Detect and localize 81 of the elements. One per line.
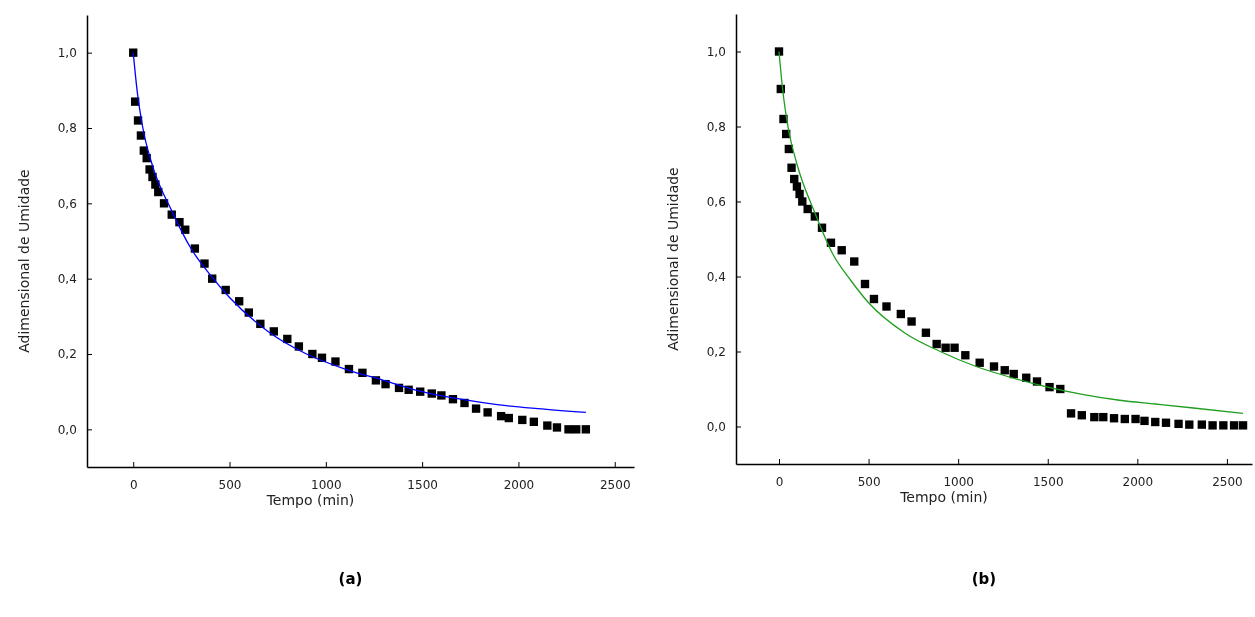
point — [1131, 414, 1140, 424]
point — [792, 182, 802, 191]
x-tick-label: 2000 — [1122, 475, 1154, 490]
point — [504, 413, 513, 423]
point — [543, 421, 552, 430]
y-tick-label: 0,6 — [706, 194, 726, 209]
point — [331, 357, 340, 366]
y-tick-label: 0,6 — [57, 196, 77, 211]
y-tick-label: 0,4 — [57, 272, 77, 287]
x-tick-label: 1000 — [943, 475, 974, 490]
y-tick-label: 0,2 — [706, 344, 726, 359]
point — [1174, 419, 1183, 429]
point — [564, 425, 573, 434]
y-tick-label: 0,2 — [57, 347, 77, 362]
point — [1238, 421, 1248, 430]
y-tick-label: 0,0 — [706, 419, 726, 434]
y-axis-title: Adimensional de Umidade — [16, 169, 32, 353]
point — [860, 279, 870, 289]
point — [1109, 414, 1119, 423]
point — [471, 404, 481, 413]
point — [941, 343, 950, 352]
point — [896, 309, 906, 319]
x-tick-label: 0 — [775, 475, 784, 490]
x-axis-title: Tempo (min) — [265, 492, 355, 508]
x-tick-label: 0 — [129, 478, 138, 493]
point — [129, 48, 138, 57]
point — [1000, 366, 1009, 375]
point — [1077, 411, 1086, 420]
y-tick-label: 1,0 — [706, 44, 726, 59]
point — [975, 358, 984, 367]
point — [1090, 412, 1099, 422]
point — [950, 343, 959, 352]
text: (a) — [338, 570, 363, 588]
point — [1197, 420, 1207, 429]
point — [1140, 416, 1149, 426]
point — [581, 425, 591, 434]
point — [572, 425, 581, 434]
x-tick-label: 2500 — [1212, 475, 1243, 490]
x-tick-label: 500 — [218, 478, 242, 493]
x-axis-title: Tempo (min) — [899, 489, 988, 505]
y-tick-label: 1,0 — [57, 46, 77, 61]
point — [1208, 421, 1217, 430]
point — [803, 204, 812, 214]
point — [496, 411, 506, 421]
y-tick-label: 0,8 — [706, 119, 726, 134]
x-tick-label: 2000 — [503, 478, 535, 493]
point — [483, 408, 492, 417]
point — [989, 362, 999, 371]
point — [1120, 414, 1129, 424]
point — [869, 294, 879, 304]
point — [907, 317, 916, 326]
point — [159, 199, 169, 208]
x-tick-label: 1000 — [311, 478, 342, 493]
x-tick-label: 1500 — [1032, 475, 1064, 490]
point — [798, 197, 807, 206]
point — [1066, 409, 1076, 418]
point — [1161, 418, 1171, 427]
point — [1229, 421, 1239, 430]
point — [850, 257, 859, 266]
y-tick-label: 0,8 — [57, 121, 77, 136]
y-axis-title: Adimensional de Umidade — [665, 167, 681, 351]
point — [1151, 417, 1160, 427]
x-tick-label: 500 — [857, 475, 881, 490]
point — [518, 415, 527, 425]
point — [1219, 421, 1228, 430]
point — [1185, 420, 1194, 429]
point — [529, 417, 539, 426]
point — [552, 423, 562, 432]
point — [837, 246, 846, 255]
point — [932, 339, 941, 349]
point — [882, 302, 891, 311]
point — [787, 163, 796, 172]
text: (b) — [971, 570, 997, 588]
x-tick-label: 1500 — [407, 478, 438, 493]
point — [1099, 412, 1108, 422]
point — [921, 328, 931, 337]
y-tick-label: 0,4 — [706, 269, 726, 284]
point — [961, 351, 970, 360]
point — [795, 189, 804, 199]
x-tick-label: 2500 — [599, 478, 631, 493]
y-tick-label: 0,0 — [57, 422, 77, 437]
